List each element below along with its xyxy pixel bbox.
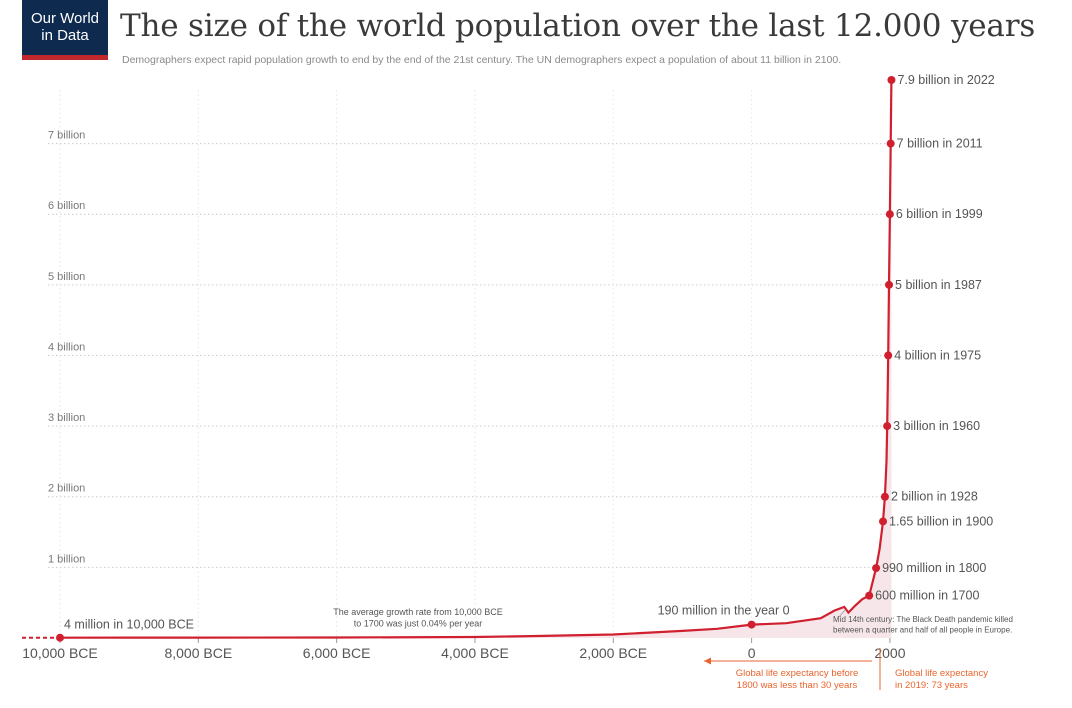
population-area <box>60 80 892 638</box>
y-tick-label: 5 billion <box>48 271 85 283</box>
data-point-marker <box>879 517 888 526</box>
life-expectancy-arrow-head <box>704 657 711 665</box>
data-point-marker <box>884 351 893 360</box>
data-point-label: 6 billion in 1999 <box>896 207 983 221</box>
data-point-label: 990 million in 1800 <box>882 561 986 575</box>
y-tick-label: 1 billion <box>48 553 85 565</box>
chart-title: The size of the world population over th… <box>120 8 1036 44</box>
data-point-marker <box>885 210 894 219</box>
data-point-label: 7.9 billion in 2022 <box>897 73 994 87</box>
black-death-pointer <box>837 609 846 619</box>
black-death-annotation: between a quarter and half of all people… <box>833 626 1012 635</box>
x-tick-label: 4,000 BCE <box>441 645 509 661</box>
x-tick-label: 6,000 BCE <box>303 645 371 661</box>
x-tick-label: 8,000 BCE <box>164 645 232 661</box>
data-point-label: 1.65 billion in 1900 <box>889 514 993 528</box>
data-point-marker <box>56 633 64 642</box>
x-tick-label: 2,000 BCE <box>579 645 647 661</box>
population-line <box>59 79 893 639</box>
data-point-label: 4 million in 10,000 BCE <box>64 618 194 632</box>
logo-line-1: Our World <box>30 10 100 27</box>
data-point-label: 3 billion in 1960 <box>893 419 980 433</box>
growth-rate-annotation: to 1700 was just 0.04% per year <box>354 619 483 629</box>
black-death-annotation: Mid 14th century: The Black Death pandem… <box>833 615 1013 624</box>
data-point-marker <box>880 492 889 501</box>
y-tick-label: 7 billion <box>48 130 85 142</box>
data-point-marker <box>872 564 881 573</box>
data-point-label: 5 billion in 1987 <box>895 278 982 292</box>
data-point-label: 4 billion in 1975 <box>894 348 981 362</box>
x-tick-label: 10,000 BCE <box>22 645 98 661</box>
data-point-marker <box>747 620 756 629</box>
chart-subtitle: Demographers expect rapid population gro… <box>122 54 842 66</box>
y-tick-label: 2 billion <box>48 483 85 495</box>
data-point-label: 7 billion in 2011 <box>897 137 983 151</box>
owid-logo: Our World in Data <box>22 0 108 60</box>
x-tick-label: 2000 <box>874 645 905 661</box>
y-tick-label: 4 billion <box>48 341 85 353</box>
data-point-marker <box>887 76 896 84</box>
data-point-label: 600 million in 1700 <box>875 589 979 603</box>
logo-line-2: in Data <box>41 27 89 44</box>
life-expectancy-before-annotation: Global life expectancy before <box>736 668 859 679</box>
life-expectancy-2019-annotation: in 2019: 73 years <box>895 680 968 691</box>
y-tick-label: 6 billion <box>48 200 85 212</box>
x-tick-label: 0 <box>748 645 756 661</box>
data-point-marker <box>885 280 894 289</box>
life-expectancy-2019-annotation: Global life expectancy <box>895 668 988 679</box>
y-tick-label: 3 billion <box>48 412 85 424</box>
data-point-marker <box>883 422 892 431</box>
life-expectancy-before-annotation: 1800 was less than 30 years <box>737 680 858 691</box>
data-point-marker <box>865 591 874 600</box>
data-point-label: 190 million in the year 0 <box>658 604 790 618</box>
growth-rate-annotation: The average growth rate from 10,000 BCE <box>333 607 503 617</box>
data-point-label: 2 billion in 1928 <box>891 490 978 504</box>
data-point-marker <box>886 139 895 148</box>
